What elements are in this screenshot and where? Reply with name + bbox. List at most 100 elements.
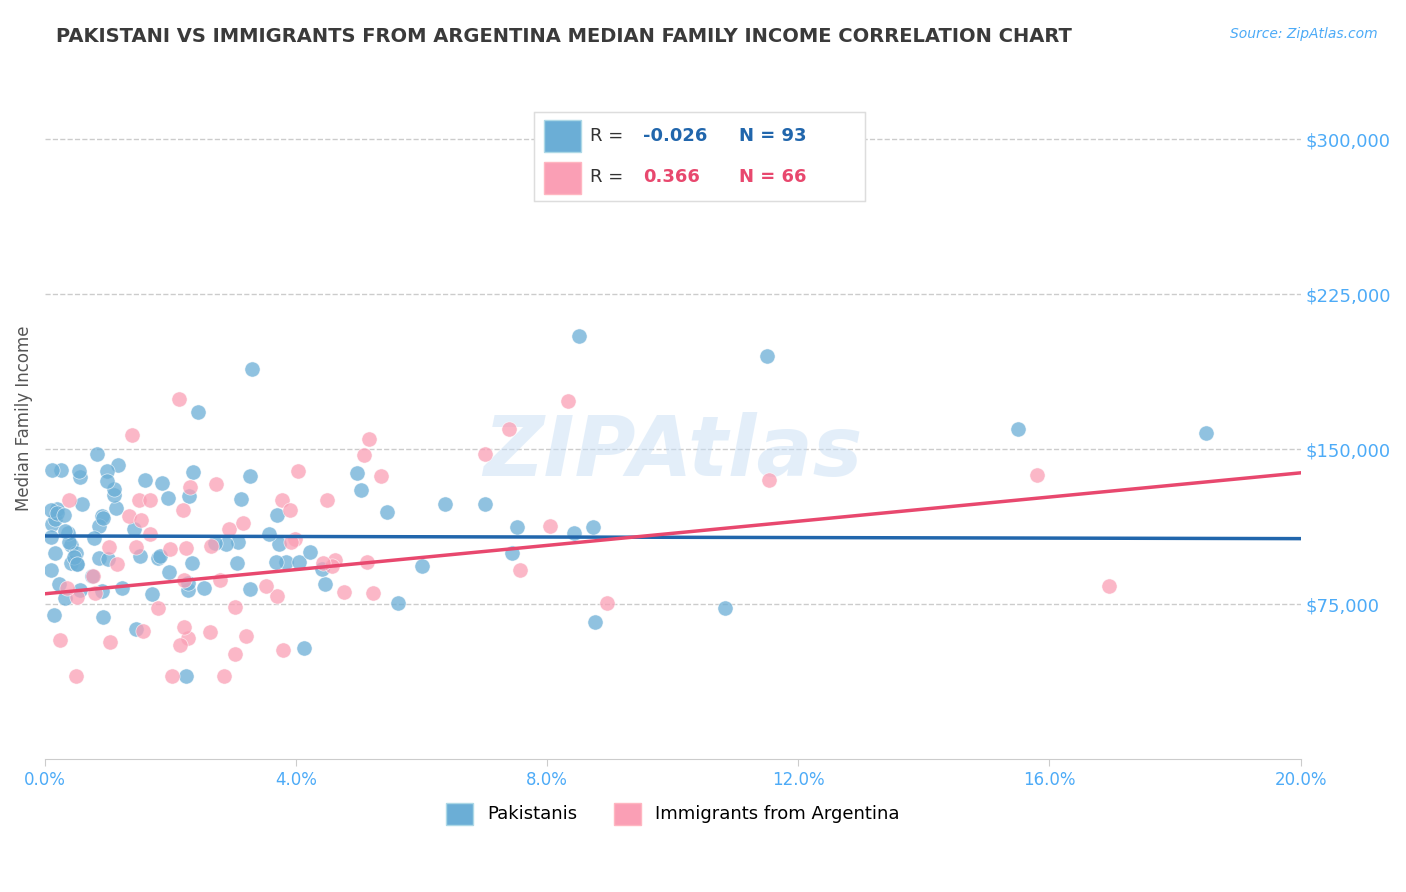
Point: [48, 576, 70, 591]
Point: [276, 555, 298, 569]
Point: [582, 520, 605, 534]
Point: [105, 557, 128, 571]
Point: [346, 466, 368, 480]
Point: [60, 556, 83, 570]
Point: [97, 552, 120, 566]
Point: [557, 394, 579, 409]
Point: [474, 497, 496, 511]
Point: [93, 510, 115, 524]
Point: [180, 556, 202, 570]
Point: [177, 583, 200, 598]
Text: PAKISTANI VS IMMIGRANTS FROM ARGENTINA MEDIAN FAMILY INCOME CORRELATION CHART: PAKISTANI VS IMMIGRANTS FROM ARGENTINA M…: [56, 27, 1073, 45]
Point: [55, 581, 77, 595]
Point: [173, 620, 195, 634]
Point: [321, 559, 343, 574]
Bar: [544, 120, 581, 152]
Point: [198, 624, 221, 639]
Point: [280, 502, 302, 516]
Point: [156, 491, 179, 505]
Text: R =: R =: [591, 128, 630, 145]
Point: [434, 497, 457, 511]
Point: [66, 590, 89, 604]
Point: [39, 503, 62, 517]
Point: [266, 590, 288, 604]
Point: [176, 631, 198, 645]
Text: 0.366: 0.366: [644, 168, 700, 186]
Point: [474, 447, 496, 461]
Point: [370, 469, 392, 483]
Point: [187, 405, 209, 419]
Point: [162, 669, 184, 683]
Point: [69, 469, 91, 483]
Point: [596, 597, 619, 611]
Point: [84, 586, 107, 600]
Point: [49, 632, 72, 647]
Point: [284, 532, 307, 546]
Point: [538, 519, 561, 533]
Text: N = 93: N = 93: [740, 128, 807, 145]
Point: [45, 507, 67, 521]
Point: [107, 458, 129, 473]
Point: [121, 428, 143, 442]
Point: [58, 526, 80, 541]
Text: Source: ZipAtlas.com: Source: ZipAtlas.com: [1230, 27, 1378, 41]
Point: [229, 492, 252, 507]
Point: [103, 482, 125, 496]
Point: [215, 537, 238, 551]
Point: [159, 541, 181, 556]
Point: [122, 522, 145, 536]
Y-axis label: Median Family Income: Median Family Income: [15, 326, 32, 511]
Point: [58, 534, 80, 549]
Point: [67, 464, 90, 478]
Point: [87, 519, 110, 533]
Point: [240, 362, 263, 376]
Point: [411, 559, 433, 574]
Point: [134, 473, 156, 487]
Point: [63, 550, 86, 565]
Point: [509, 563, 531, 577]
Point: [758, 473, 780, 487]
Point: [254, 579, 277, 593]
Point: [39, 563, 62, 577]
Point: [755, 349, 778, 363]
Point: [58, 492, 80, 507]
Point: [46, 501, 69, 516]
Point: [323, 552, 346, 566]
Point: [239, 469, 262, 483]
Text: R =: R =: [591, 168, 630, 186]
Point: [506, 519, 529, 533]
Point: [86, 447, 108, 461]
Point: [357, 432, 380, 446]
Point: [118, 508, 141, 523]
Point: [139, 493, 162, 508]
Point: [1026, 467, 1049, 482]
Point: [146, 600, 169, 615]
Point: [1098, 579, 1121, 593]
Point: [212, 669, 235, 683]
Point: [179, 480, 201, 494]
Point: [193, 581, 215, 595]
Point: [129, 549, 152, 563]
Point: [259, 527, 281, 541]
Point: [44, 608, 66, 623]
Point: [356, 555, 378, 569]
Point: [96, 463, 118, 477]
Point: [200, 539, 222, 553]
Point: [232, 516, 254, 530]
Point: [169, 392, 191, 407]
Point: [226, 535, 249, 549]
Point: [173, 574, 195, 588]
Point: [125, 622, 148, 636]
Point: [44, 546, 66, 560]
Legend: Pakistanis, Immigrants from Argentina: Pakistanis, Immigrants from Argentina: [439, 796, 907, 831]
Point: [498, 422, 520, 436]
Point: [315, 492, 337, 507]
Point: [567, 328, 589, 343]
Point: [98, 635, 121, 649]
Point: [501, 546, 523, 560]
Point: [239, 582, 262, 596]
Point: [129, 513, 152, 527]
Point: [271, 493, 294, 508]
Point: [150, 475, 173, 490]
Point: [224, 647, 246, 661]
